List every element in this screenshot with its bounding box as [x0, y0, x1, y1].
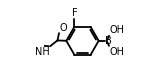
Text: OH: OH [110, 47, 125, 57]
Text: B: B [105, 36, 112, 46]
Text: O: O [59, 23, 67, 33]
Text: NH: NH [35, 47, 50, 57]
Text: F: F [72, 8, 77, 18]
Text: OH: OH [110, 25, 125, 35]
